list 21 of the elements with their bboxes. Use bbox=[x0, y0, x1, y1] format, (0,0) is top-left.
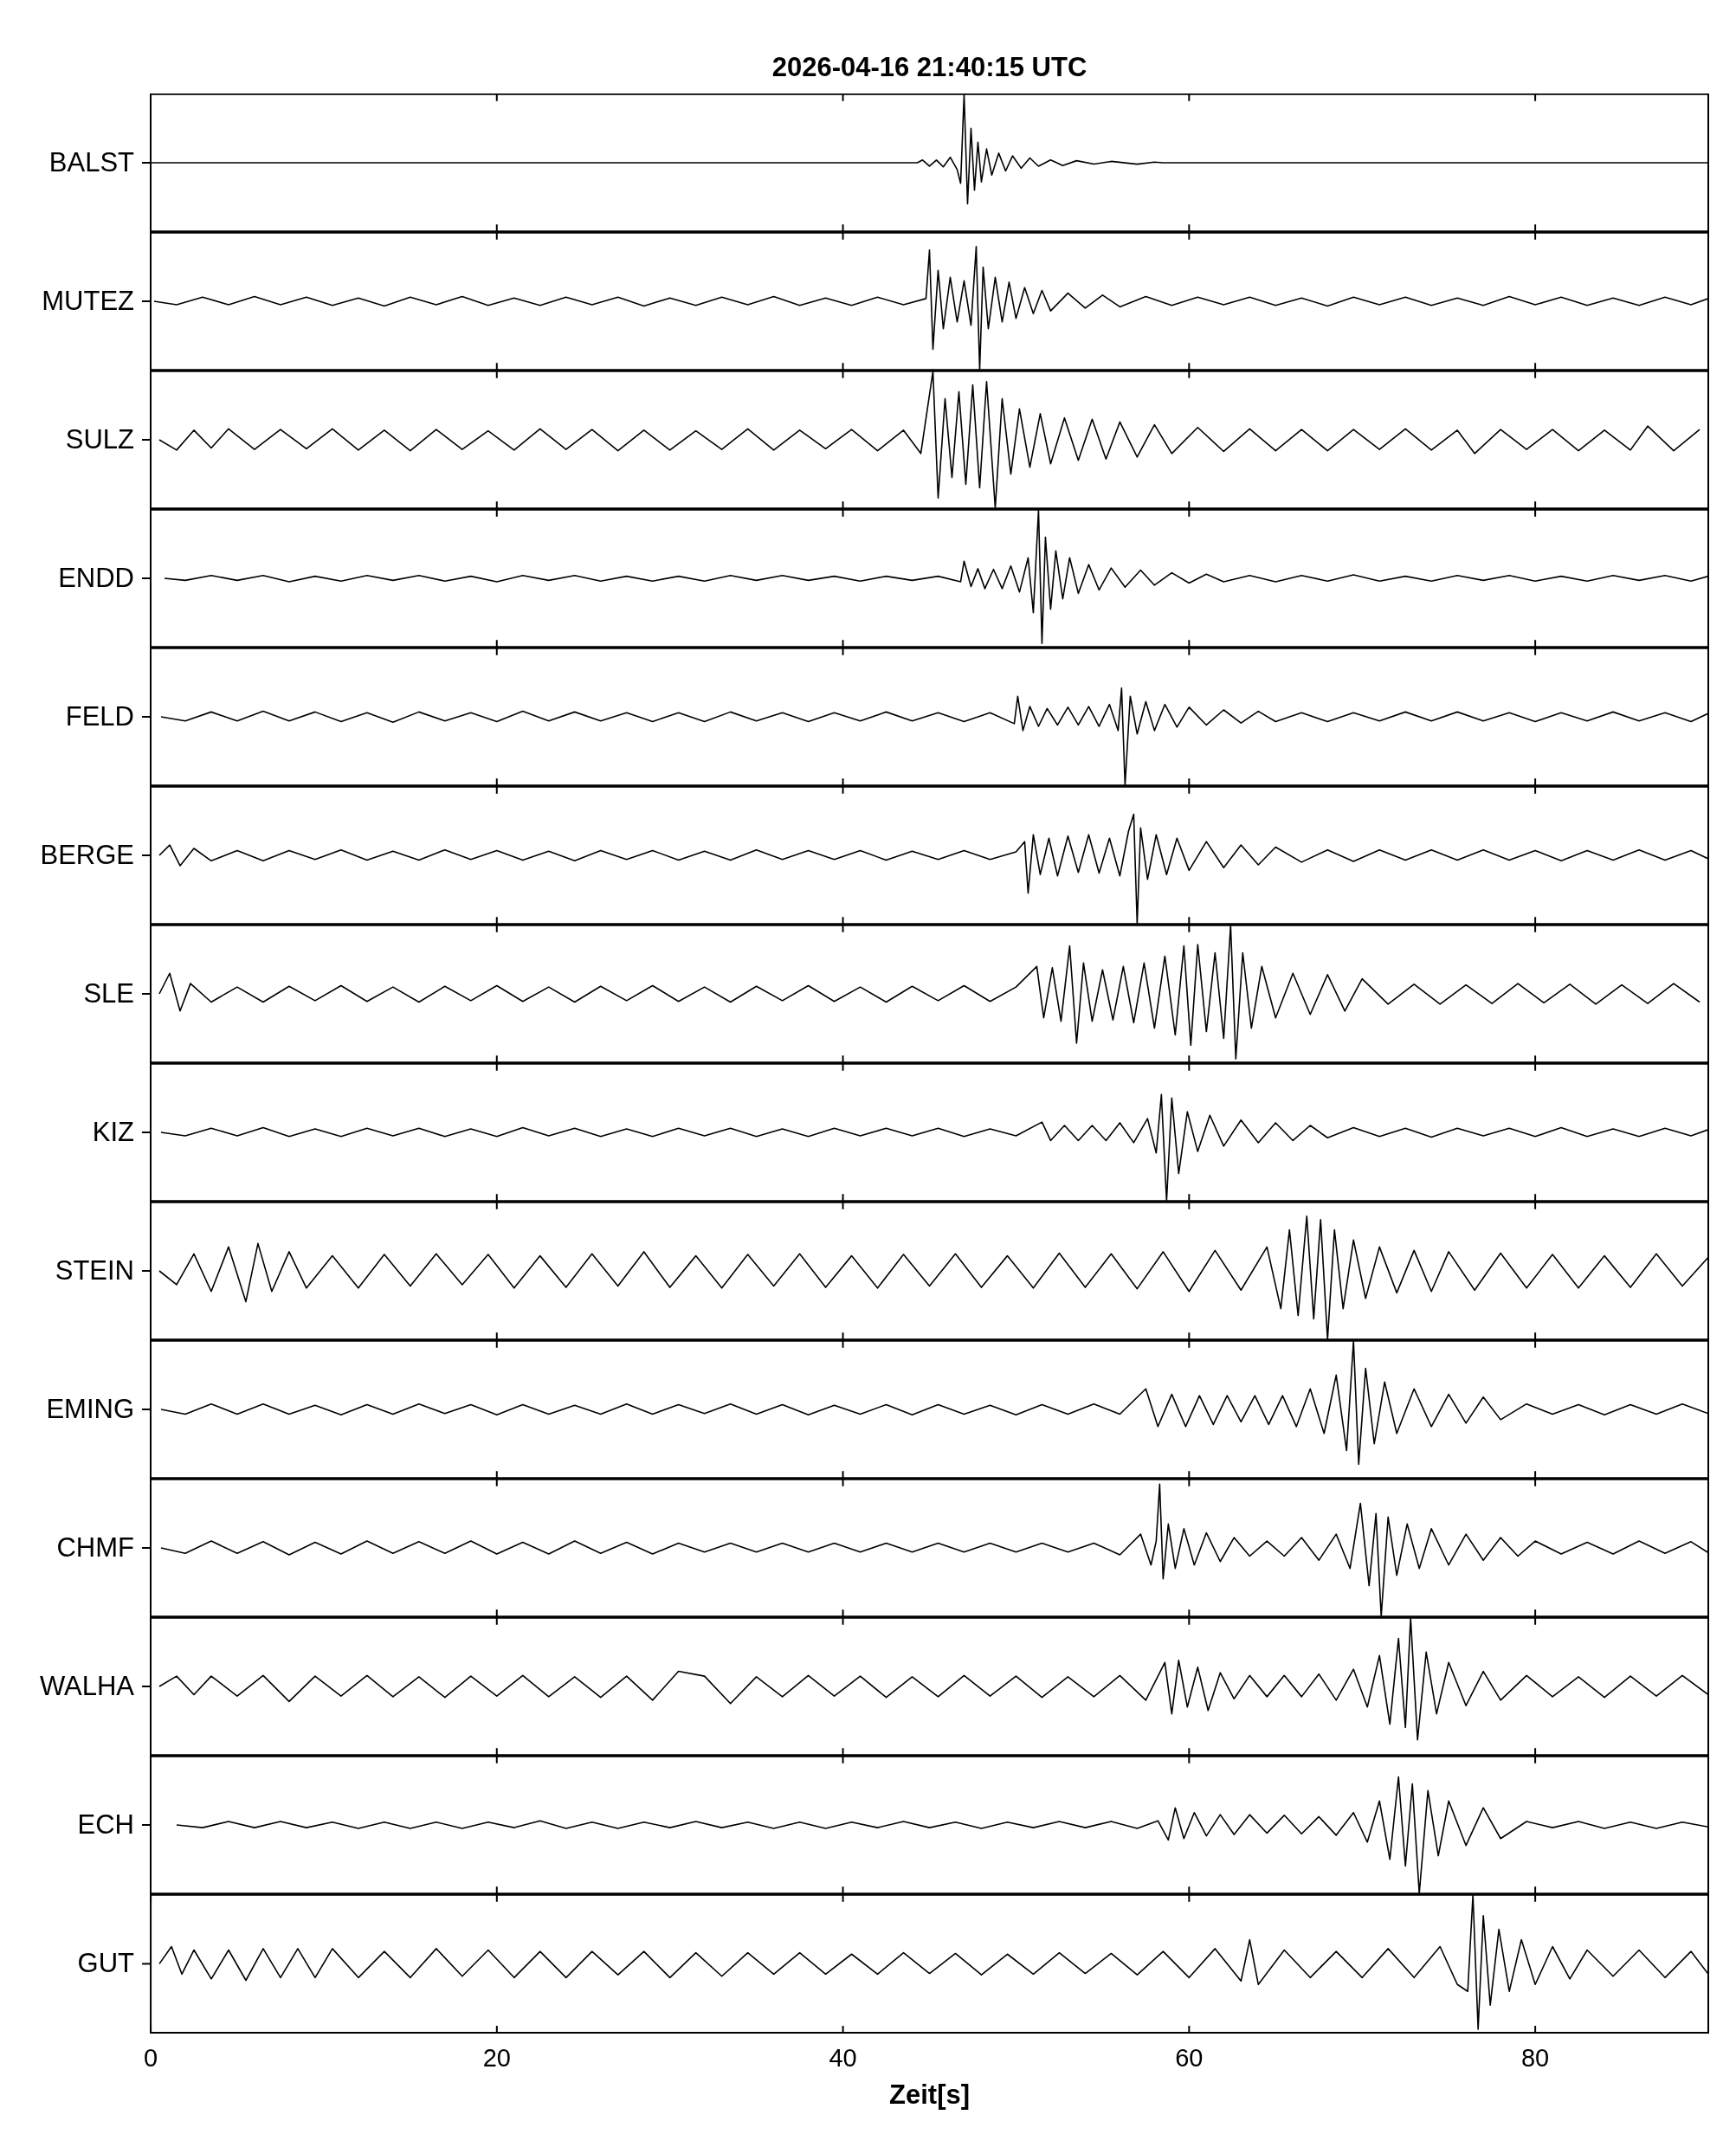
y-axis-title: KIZ bbox=[91, 1117, 134, 1148]
x-tick-label: 0 bbox=[143, 2044, 158, 2073]
y-axis-title: EMING bbox=[45, 1394, 134, 1425]
x-tick-label: 60 bbox=[1175, 2044, 1204, 2073]
x-tick-label: 20 bbox=[482, 2044, 511, 2073]
y-axis-title: SULZ bbox=[64, 424, 134, 455]
y-axis-title: STEIN bbox=[54, 1255, 134, 1286]
y-axis-title: BERGE bbox=[39, 840, 134, 871]
y-axis-title: FELD bbox=[64, 701, 134, 732]
chart-title: 2026-04-16 21:40:15 UTC bbox=[771, 52, 1088, 83]
x-axis-title: Zeit[s] bbox=[889, 2079, 971, 2110]
y-axis-title: BALST bbox=[48, 147, 134, 178]
y-axis-title: ENDD bbox=[57, 563, 134, 594]
y-axis-title: WALHA bbox=[38, 1671, 134, 1702]
x-tick-label: 40 bbox=[829, 2044, 857, 2073]
y-axis-title: CHMF bbox=[55, 1532, 134, 1564]
y-axis-title: ECH bbox=[76, 1809, 134, 1841]
y-axis-title: GUT bbox=[76, 1948, 134, 1979]
y-axis-title: SLE bbox=[82, 978, 134, 1009]
y-axis-title: MUTEZ bbox=[41, 286, 134, 317]
x-tick-label: 80 bbox=[1520, 2044, 1550, 2073]
